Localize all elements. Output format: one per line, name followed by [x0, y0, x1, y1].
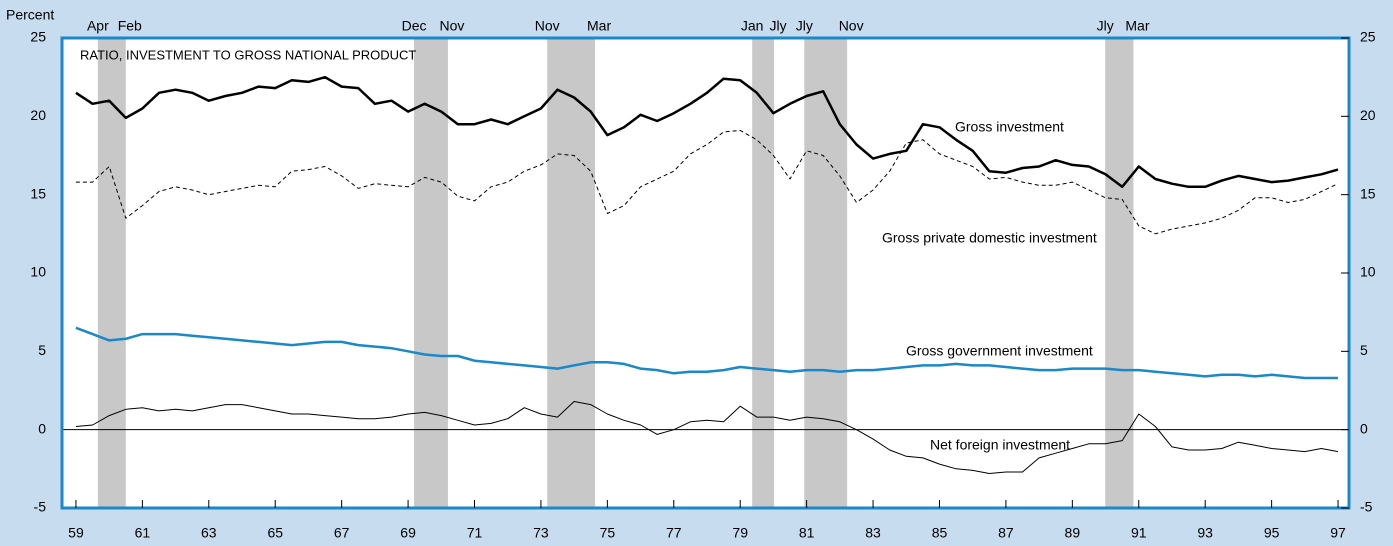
y-tick-label-right: 10	[1360, 264, 1376, 280]
x-tick-label: 61	[135, 525, 151, 541]
x-tick-label: 77	[666, 525, 682, 541]
y-tick-label: 25	[30, 29, 46, 45]
series-label: Gross government investment	[906, 343, 1093, 359]
x-tick-label: 67	[334, 525, 350, 541]
recession-label: Dec	[402, 18, 427, 34]
recession-label: Nov	[839, 18, 864, 34]
x-tick-label: 97	[1330, 525, 1346, 541]
recession-label: Mar	[587, 18, 611, 34]
y-axis-title: Percent	[6, 7, 54, 23]
x-tick-label: 63	[201, 525, 217, 541]
series-line	[75, 326, 1338, 380]
chart-title: RATIO, INVESTMENT TO GROSS NATIONAL PROD…	[80, 47, 416, 62]
recession-band	[414, 38, 448, 508]
x-tick-label: 81	[799, 525, 815, 541]
series-label: Net foreign investment	[930, 437, 1070, 453]
x-tick-label: 73	[533, 525, 549, 541]
x-tick-label: 71	[467, 525, 483, 541]
series-label: Gross private domestic investment	[882, 230, 1097, 246]
y-tick-label: 10	[30, 264, 46, 280]
x-tick-label: 87	[998, 525, 1014, 541]
y-tick-label: -5	[34, 499, 47, 515]
recession-band	[752, 38, 775, 508]
x-tick-label: 85	[932, 525, 948, 541]
x-tick-label: 75	[600, 525, 616, 541]
y-tick-label-right: 25	[1360, 29, 1376, 45]
series-label: Gross investment	[955, 119, 1064, 135]
recession-label: Mar	[1125, 18, 1149, 34]
recession-label: Nov	[439, 18, 464, 34]
recession-label: Jly	[1097, 18, 1114, 34]
x-tick-label: 91	[1131, 525, 1147, 541]
y-tick-label: 0	[38, 420, 46, 436]
x-tick-label: 83	[865, 525, 881, 541]
y-tick-label: 20	[30, 107, 46, 123]
series-line	[75, 401, 1339, 474]
x-tick-label: 95	[1264, 525, 1280, 541]
recession-label: Feb	[118, 18, 142, 34]
recession-band	[97, 38, 126, 508]
recession-label: Jly	[770, 18, 787, 34]
x-tick-label: 79	[732, 525, 748, 541]
x-tick-label: 59	[68, 525, 84, 541]
x-tick-label: 65	[267, 525, 283, 541]
x-tick-label: 69	[400, 525, 416, 541]
series-line	[75, 129, 1339, 235]
x-tick-label: 89	[1065, 525, 1081, 541]
recession-label: Apr	[87, 18, 109, 34]
y-tick-label: 5	[38, 342, 46, 358]
y-tick-label-right: 15	[1360, 185, 1376, 201]
series-line	[75, 75, 1339, 189]
y-tick-label-right: 20	[1360, 107, 1376, 123]
y-tick-label-right: -5	[1360, 499, 1373, 515]
plot-area	[62, 38, 1349, 508]
recession-label: Nov	[535, 18, 560, 34]
y-tick-label-right: 0	[1360, 420, 1368, 436]
recession-label: Jly	[796, 18, 813, 34]
recession-band	[804, 38, 848, 508]
x-tick-label: 93	[1197, 525, 1213, 541]
recession-label: Jan	[741, 18, 764, 34]
y-tick-label-right: 5	[1360, 342, 1368, 358]
y-tick-label: 15	[30, 185, 46, 201]
recession-band	[1105, 38, 1134, 508]
